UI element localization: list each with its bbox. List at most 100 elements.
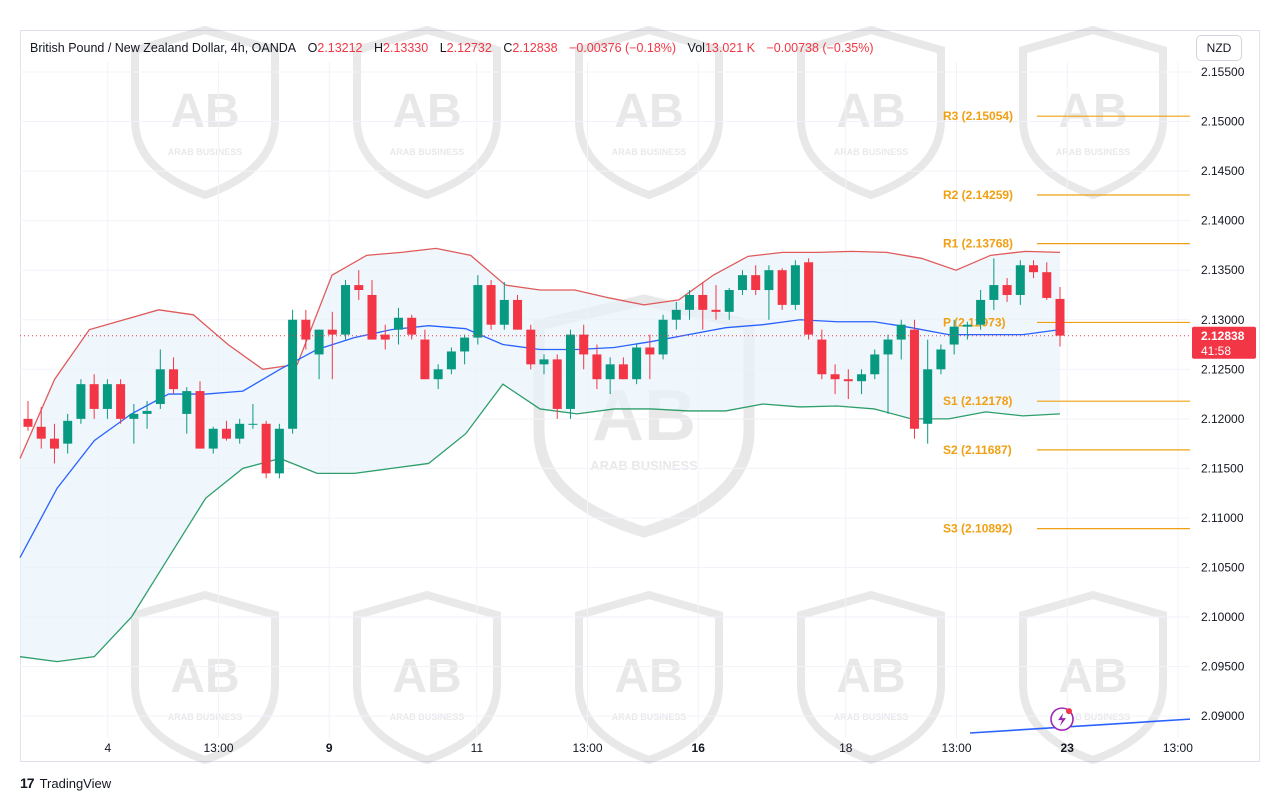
candle-body [685, 294, 695, 310]
candle [857, 369, 867, 395]
pivot-label-s3: S3 (2.10892) [943, 522, 1012, 536]
watermark-shield-icon: AB ARAB BUSINESS [131, 590, 279, 765]
candle-body [724, 290, 734, 312]
candle-body [407, 317, 417, 335]
candle [698, 282, 708, 330]
watermark-text: ARAB BUSINESS [168, 712, 243, 722]
candle [751, 265, 761, 295]
candle [433, 364, 443, 390]
candle [1029, 260, 1039, 279]
currency-button[interactable]: NZD [1196, 35, 1242, 61]
candle-body [341, 285, 351, 335]
center-shield-outline [533, 294, 755, 538]
candle-body [711, 309, 721, 312]
watermark-shield-icon: AB ARAB BUSINESS [353, 590, 501, 765]
candle [116, 379, 126, 424]
candle-body [526, 329, 536, 365]
shield-outline [131, 25, 279, 200]
candle-body [301, 319, 311, 340]
watermark-text: ARAB BUSINESS [390, 712, 465, 722]
band-fill [20, 248, 1060, 662]
current-price-badge [1192, 326, 1256, 359]
pivot-label-p: P (2.12973) [943, 315, 1006, 329]
y-tick-label: 2.15500 [1201, 65, 1245, 79]
watermark-shield-icon: AB ARAB BUSINESS [353, 25, 501, 200]
candle-body [288, 319, 298, 429]
x-tick-label: 11 [471, 741, 484, 755]
shield-outline [575, 25, 723, 200]
candle [618, 357, 628, 380]
volume-value: 13.021 K [704, 41, 755, 55]
watermark-text: ARAB BUSINESS [612, 712, 687, 722]
y-tick-label: 2.11000 [1201, 511, 1244, 525]
candle [843, 369, 853, 400]
candle-body [221, 428, 231, 439]
tradingview-branding[interactable]: 17 TradingView [20, 775, 111, 791]
candle [777, 268, 787, 310]
low-label: L [439, 41, 447, 55]
candle-body [208, 428, 218, 449]
candle-body [579, 334, 589, 355]
candle-body [248, 423, 258, 425]
candle [962, 321, 972, 340]
shield-monogram-icon: AB [392, 650, 461, 703]
candle [923, 339, 933, 444]
candle [169, 357, 179, 395]
candle [1042, 262, 1052, 300]
candle [1002, 278, 1012, 302]
candle-body [102, 384, 112, 409]
candle-body [420, 339, 430, 380]
x-tick-label: 16 [692, 741, 706, 755]
candle [195, 381, 205, 449]
candle [936, 344, 946, 375]
shield-monogram-icon: AB [1058, 650, 1127, 703]
candle-body [314, 329, 324, 355]
candle-body [486, 285, 496, 325]
candle-body [354, 285, 364, 291]
watermark-center-text: ARAB BUSINESS [590, 458, 698, 473]
watermark-shield-icon: AB ARAB BUSINESS [1019, 25, 1167, 200]
candle [89, 374, 99, 419]
candle-body [327, 329, 337, 335]
candle-body [843, 379, 853, 382]
trendline [969, 718, 1191, 734]
tradingview-logo-icon: 17 [20, 775, 35, 791]
candle [288, 309, 298, 434]
candle [1015, 260, 1025, 305]
candle-body [737, 275, 747, 291]
high-value: 2.13330 [383, 41, 429, 55]
candle [989, 258, 999, 310]
watermark-shield-icon: AB ARAB BUSINESS [575, 590, 723, 765]
candle [685, 290, 695, 320]
candle [605, 357, 615, 395]
candle [367, 280, 377, 340]
candle-body [698, 294, 708, 310]
candle [645, 334, 655, 380]
watermark-text: ARAB BUSINESS [612, 147, 687, 157]
shield-outline [131, 590, 279, 765]
candle-body [1015, 265, 1025, 295]
shield-monogram-icon: AB [1058, 85, 1127, 138]
candle [473, 275, 483, 345]
y-tick-label: 2.12500 [1201, 362, 1245, 376]
candle-body [936, 349, 946, 370]
candle-body [605, 364, 615, 380]
candle-body [565, 334, 575, 409]
candle-body [1002, 285, 1012, 295]
shield-monogram-icon: AB [836, 85, 905, 138]
candles [23, 258, 1065, 479]
watermark-text: ARAB BUSINESS [1056, 147, 1131, 157]
candle [221, 420, 231, 441]
candle [261, 420, 271, 479]
candle-body [618, 364, 628, 380]
candle [552, 354, 562, 419]
shield-outline [797, 590, 945, 765]
candle-body [804, 262, 814, 335]
symbol-header: British Pound / New Zealand Dollar, 4h, … [30, 41, 882, 55]
candle-body [36, 426, 46, 439]
candle-body [393, 317, 403, 330]
watermark-shield-icon: AB ARAB BUSINESS [131, 25, 279, 200]
candle-body [896, 324, 906, 340]
symbol-title[interactable]: British Pound / New Zealand Dollar, 4h, … [30, 41, 297, 55]
